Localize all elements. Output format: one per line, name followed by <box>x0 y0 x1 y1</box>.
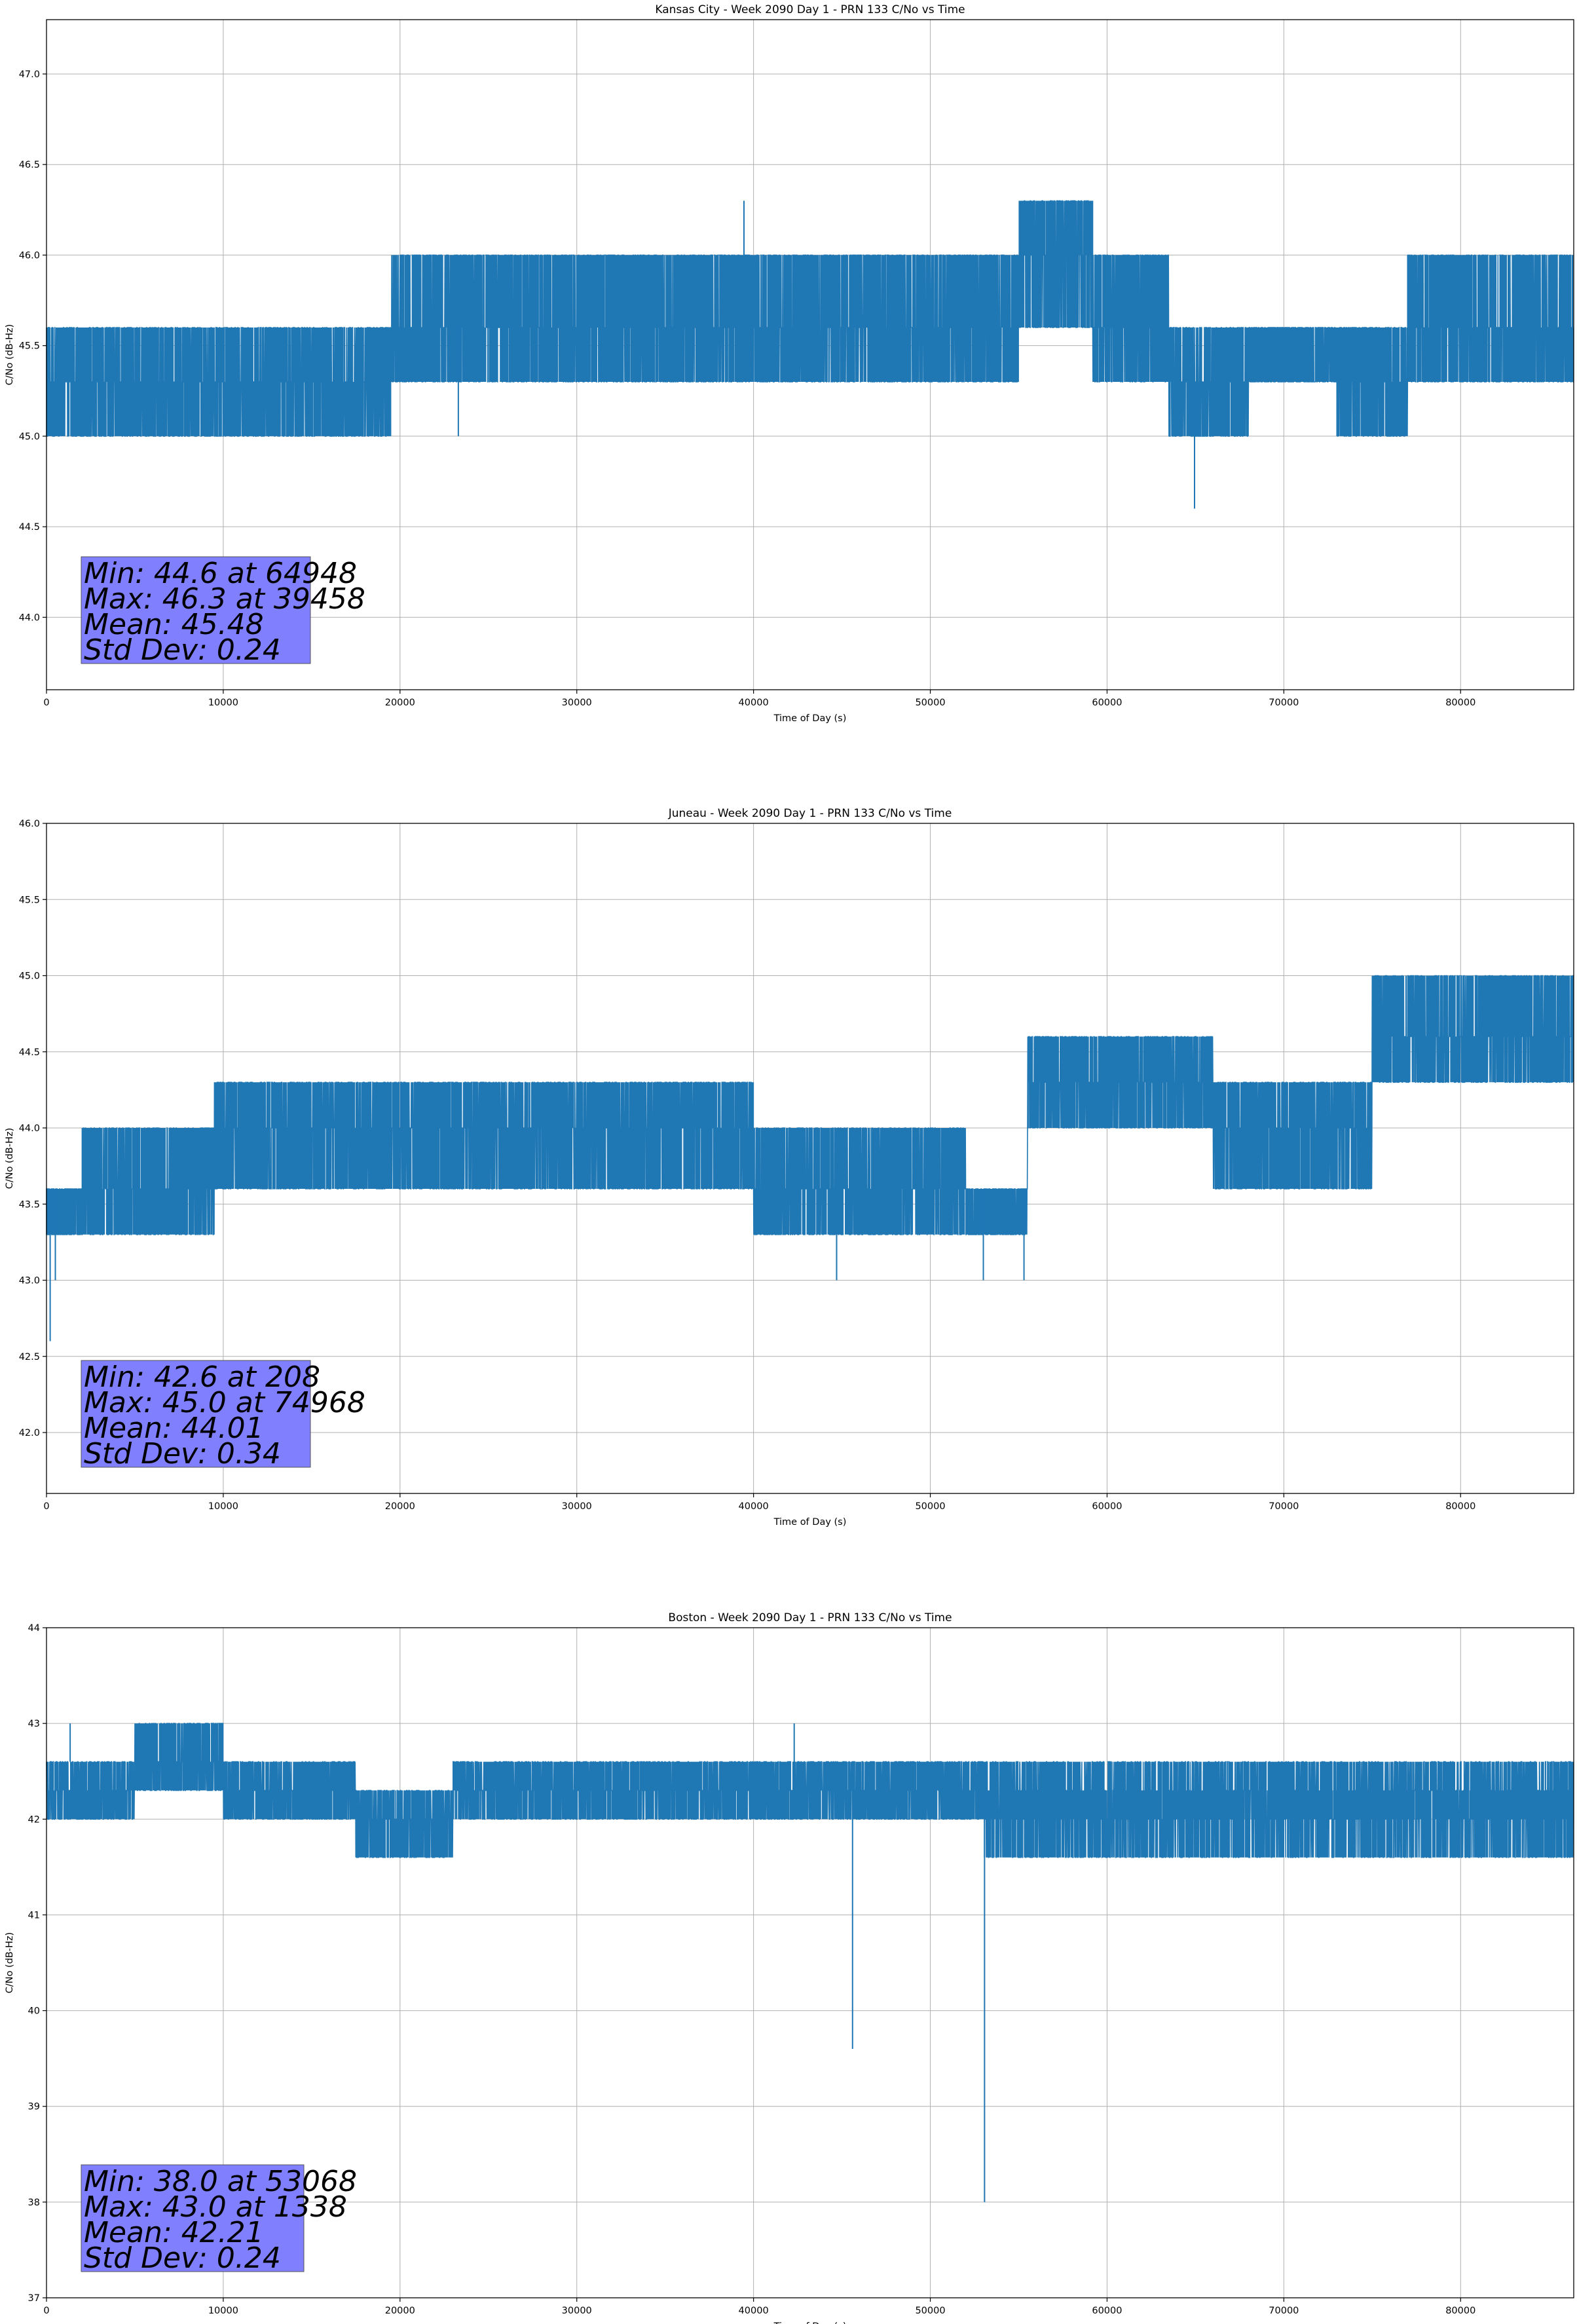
stats-line: Min: 42.6 at 208 <box>84 1360 320 1394</box>
chart-title: Boston - Week 2090 Day 1 - PRN 133 C/No … <box>668 1611 952 1624</box>
x-tick-label: 80000 <box>1445 698 1475 708</box>
cno-series-line <box>46 975 1574 1235</box>
y-axis-label: C/No (dB-Hz) <box>5 1128 15 1190</box>
stats-line: Mean: 45.48 <box>84 608 264 641</box>
y-tick-label: 43 <box>28 1719 40 1729</box>
stats-box <box>81 556 311 664</box>
x-tick-label: 20000 <box>385 1501 415 1512</box>
y-tick-label: 42 <box>28 1814 40 1825</box>
y-tick-label: 46.0 <box>19 819 40 829</box>
stats-line: Std Dev: 0.24 <box>84 2241 281 2275</box>
y-tick-label: 44.5 <box>19 522 40 533</box>
y-tick-label: 42.0 <box>19 1428 40 1438</box>
stats-line: Mean: 42.21 <box>84 2216 264 2249</box>
y-tick-label: 44.5 <box>19 1047 40 1058</box>
y-tick-label: 38 <box>28 2198 40 2208</box>
y-tick-label: 45.0 <box>19 432 40 442</box>
x-tick-label: 0 <box>43 1501 49 1512</box>
stats-line: Min: 38.0 at 53068 <box>84 2165 357 2198</box>
y-tick-label: 45.0 <box>19 971 40 982</box>
x-tick-label: 10000 <box>208 2306 238 2316</box>
x-tick-label: 0 <box>43 2306 49 2316</box>
x-tick-label: 60000 <box>1092 698 1122 708</box>
axes-frame <box>46 1627 1574 2298</box>
chart-title: Kansas City - Week 2090 Day 1 - PRN 133 … <box>655 3 965 16</box>
y-tick-label: 46.5 <box>19 160 40 170</box>
y-tick-label: 42.5 <box>19 1352 40 1362</box>
x-tick-label: 40000 <box>739 698 769 708</box>
stats-line: Std Dev: 0.24 <box>84 633 281 667</box>
y-tick-label: 40 <box>28 2006 40 2017</box>
chart-0: 0 10000 20000 30000 40000 50000 60000 70000 8000… <box>5 3 1574 724</box>
y-axis-label: C/No (dB-Hz) <box>5 324 15 386</box>
y-tick-label: 43.0 <box>19 1276 40 1286</box>
y-tick-label: 43.5 <box>19 1199 40 1210</box>
x-tick-label: 30000 <box>562 698 592 708</box>
chart-2: 0 10000 20000 30000 40000 50000 60000 70000 8000… <box>5 1611 1574 2324</box>
stats-line: Mean: 44.01 <box>84 1412 264 1445</box>
x-tick-label: 60000 <box>1092 1501 1122 1512</box>
x-tick-label: 70000 <box>1269 1501 1299 1512</box>
x-axis-label: Time of Day (s) <box>773 1517 847 1527</box>
y-tick-label: 45.5 <box>19 341 40 352</box>
x-tick-label: 0 <box>43 698 49 708</box>
stats-line: Std Dev: 0.34 <box>84 1437 281 1471</box>
chart-1: 0 10000 20000 30000 40000 50000 60000 70000 8000… <box>5 807 1574 1527</box>
x-tick-label: 10000 <box>208 1501 238 1512</box>
y-tick-label: 46.0 <box>19 250 40 261</box>
x-tick-label: 30000 <box>562 2306 592 2316</box>
x-tick-label: 50000 <box>915 2306 945 2316</box>
x-tick-label: 50000 <box>915 1501 945 1512</box>
y-tick-label: 41 <box>28 1910 40 1921</box>
x-tick-label: 60000 <box>1092 2306 1122 2316</box>
y-tick-label: 44 <box>28 1623 40 1634</box>
stats-box <box>81 2164 305 2272</box>
x-tick-label: 80000 <box>1445 2306 1475 2316</box>
stats-line: Max: 43.0 at 1338 <box>84 2190 347 2224</box>
stats-line: Max: 46.3 at 39458 <box>84 582 365 616</box>
x-tick-label: 30000 <box>562 1501 592 1512</box>
y-tick-label: 39 <box>28 2102 40 2112</box>
x-tick-label: 40000 <box>739 1501 769 1512</box>
chart-title: Juneau - Week 2090 Day 1 - PRN 133 C/No … <box>668 807 952 820</box>
y-axis-label: C/No (dB-Hz) <box>5 1932 15 1994</box>
cno-series-line <box>46 200 1574 437</box>
x-tick-label: 70000 <box>1269 2306 1299 2316</box>
x-tick-label: 40000 <box>739 2306 769 2316</box>
stats-box <box>81 1360 311 1468</box>
axes-frame <box>46 823 1574 1494</box>
y-tick-label: 37 <box>28 2293 40 2304</box>
y-tick-label: 47.0 <box>19 69 40 80</box>
x-axis-label: Time of Day (s) <box>773 713 847 724</box>
y-tick-label: 44.0 <box>19 612 40 623</box>
x-tick-label: 50000 <box>915 698 945 708</box>
stats-line: Min: 44.6 at 64948 <box>84 557 357 590</box>
cno-series-line <box>46 1723 1574 1858</box>
y-tick-label: 45.5 <box>19 895 40 905</box>
x-tick-label: 20000 <box>385 2306 415 2316</box>
stats-line: Max: 45.0 at 74968 <box>84 1386 365 1419</box>
x-tick-label: 10000 <box>208 698 238 708</box>
y-tick-label: 44.0 <box>19 1123 40 1134</box>
x-tick-label: 20000 <box>385 698 415 708</box>
axes-frame <box>46 19 1574 690</box>
x-tick-label: 70000 <box>1269 698 1299 708</box>
x-axis-label: Time of Day (s) <box>773 2321 847 2324</box>
x-tick-label: 80000 <box>1445 1501 1475 1512</box>
